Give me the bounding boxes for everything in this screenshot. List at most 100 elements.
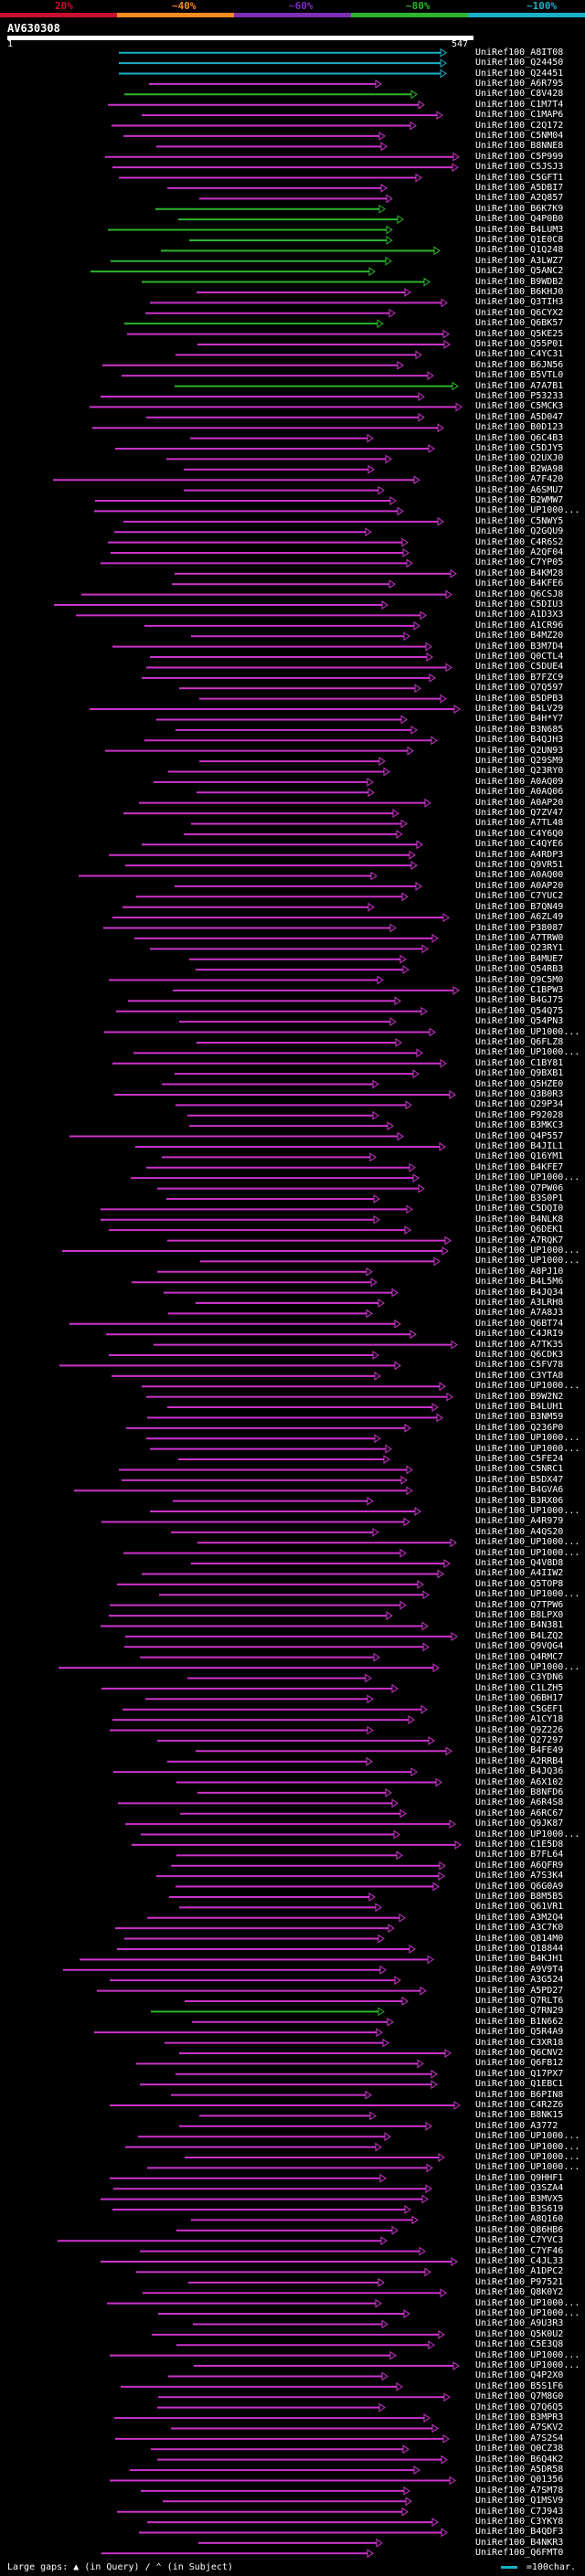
hit-row[interactable] (179, 1903, 382, 1913)
hit-label[interactable]: UniRef100_Q3TIH3 (475, 297, 564, 308)
hit-label[interactable]: UniRef100_UP1000... (475, 1256, 580, 1267)
hit-label[interactable]: UniRef100_Q9BXB1 (475, 1068, 564, 1079)
hit-row[interactable] (146, 1162, 416, 1172)
hit-label[interactable]: UniRef100_C3YTA8 (475, 1370, 564, 1381)
hit-row[interactable] (150, 652, 433, 662)
hit-label[interactable]: UniRef100_B3S619 (475, 2204, 564, 2215)
hit-row[interactable] (92, 423, 444, 433)
hit-row[interactable] (146, 663, 452, 673)
hit-label[interactable]: UniRef100_Q7TPW6 (475, 1599, 564, 1610)
hit-row[interactable] (94, 506, 404, 516)
hit-label[interactable]: UniRef100_Q24450 (475, 58, 564, 69)
hit-label[interactable]: UniRef100_UP1000... (475, 1662, 580, 1673)
hit-row[interactable] (79, 871, 378, 881)
hit-label[interactable]: UniRef100_Q5TOP8 (475, 1578, 564, 1589)
hit-row[interactable] (144, 620, 420, 631)
hit-label[interactable]: UniRef100_UP1000... (475, 1506, 580, 1517)
hit-label[interactable]: UniRef100_Q7Q597 (475, 683, 564, 694)
hit-label[interactable]: UniRef100_B6PIN8 (475, 2089, 564, 2100)
hit-row[interactable] (157, 1183, 425, 1193)
hit-row[interactable] (179, 684, 421, 694)
hit-label[interactable]: UniRef100_Q29SM9 (475, 756, 564, 767)
hit-row[interactable] (125, 1631, 458, 1641)
hit-row[interactable] (110, 1976, 401, 1986)
hit-label[interactable]: UniRef100_A7S2S4 (475, 2433, 564, 2443)
hit-label[interactable]: UniRef100_Q1EBC1 (475, 2079, 564, 2090)
hit-row[interactable] (194, 2361, 460, 2370)
hit-label[interactable]: UniRef100_Q4P2X0 (475, 2370, 564, 2381)
hit-row[interactable] (196, 1299, 385, 1308)
hit-row[interactable] (176, 1882, 440, 1892)
hit-label[interactable]: UniRef100_B7FZC9 (475, 672, 564, 683)
hit-row[interactable] (59, 1361, 401, 1371)
hit-row[interactable] (112, 2205, 411, 2214)
hit-label[interactable]: UniRef100_Q23RY1 (475, 943, 564, 954)
hit-label[interactable]: UniRef100_UP1000... (475, 1026, 580, 1037)
hit-label[interactable]: UniRef100_B4QJH3 (475, 735, 564, 746)
hit-row[interactable] (116, 1006, 428, 1016)
hit-label[interactable]: UniRef100_A6QFR9 (475, 1860, 564, 1871)
hit-row[interactable] (197, 288, 411, 297)
hit-label[interactable]: UniRef100_B2WMW7 (475, 495, 564, 505)
hit-label[interactable]: UniRef100_B3MPR3 (475, 2412, 564, 2423)
hit-label[interactable]: UniRef100_UP1000... (475, 2360, 580, 2371)
hit-row[interactable] (76, 610, 427, 620)
hit-row[interactable] (193, 2319, 388, 2329)
hit-row[interactable] (185, 1997, 409, 2006)
hit-label[interactable]: UniRef100_Q18844 (475, 1943, 564, 1954)
hit-row[interactable] (135, 1142, 446, 1151)
hit-row[interactable] (74, 1486, 413, 1496)
hit-label[interactable]: UniRef100_A7RQK7 (475, 1235, 564, 1246)
hit-row[interactable] (136, 892, 409, 902)
hit-row[interactable] (176, 1850, 403, 1860)
hit-label[interactable]: UniRef100_Q6BT74 (475, 1318, 564, 1329)
hit-label[interactable]: UniRef100_A7S3K4 (475, 1871, 564, 1882)
hit-row[interactable] (197, 1787, 392, 1797)
hit-row[interactable] (139, 798, 431, 808)
hit-row[interactable] (109, 1225, 411, 1235)
hit-row[interactable] (199, 694, 447, 704)
hit-row[interactable] (156, 1871, 445, 1882)
hit-label[interactable]: UniRef100_B4FE49 (475, 1745, 564, 1756)
hit-label[interactable]: UniRef100_A0AQ09 (475, 776, 564, 787)
hit-row[interactable] (146, 1434, 381, 1444)
hit-row[interactable] (178, 1455, 390, 1464)
hit-label[interactable]: UniRef100_C5P999 (475, 151, 564, 162)
hit-label[interactable]: UniRef100_UP1000... (475, 1537, 580, 1548)
hit-row[interactable] (112, 913, 450, 923)
hit-label[interactable]: UniRef100_C1M7T4 (475, 99, 564, 110)
hit-label[interactable]: UniRef100_Q23RY0 (475, 766, 564, 777)
hit-label[interactable]: UniRef100_A1DPC2 (475, 2266, 564, 2277)
hit-label[interactable]: UniRef100_A7F420 (475, 474, 564, 485)
hit-row[interactable] (140, 1652, 380, 1662)
hit-label[interactable]: UniRef100_C7YUC2 (475, 891, 564, 902)
hit-row[interactable] (69, 1319, 401, 1329)
hit-row[interactable] (115, 1924, 395, 1934)
hit-label[interactable]: UniRef100_Q9C5M0 (475, 974, 564, 985)
hit-row[interactable] (123, 1548, 407, 1558)
hit-label[interactable]: UniRef100_Q6CDK3 (475, 1350, 564, 1360)
hit-row[interactable] (108, 225, 393, 235)
hit-label[interactable]: UniRef100_Q814M0 (475, 1933, 564, 1944)
hit-row[interactable] (110, 1600, 407, 1610)
hit-label[interactable]: UniRef100_B8NFD6 (475, 1786, 564, 1797)
hit-label[interactable]: UniRef100_Q7Q6Q5 (475, 2401, 564, 2412)
hit-label[interactable]: UniRef100_Q8K0Y2 (475, 2287, 564, 2298)
hit-label[interactable]: UniRef100_A8Q160 (475, 2214, 564, 2225)
hit-label[interactable]: UniRef100_A3M2Q4 (475, 1912, 564, 1923)
hit-row[interactable] (162, 1079, 379, 1089)
hit-row[interactable] (154, 1340, 458, 1350)
hit-label[interactable]: UniRef100_C5DIU3 (475, 599, 564, 610)
hit-label[interactable]: UniRef100_A6R795 (475, 78, 564, 89)
hit-label[interactable]: UniRef100_B2WA98 (475, 463, 564, 474)
hit-row[interactable] (107, 2298, 382, 2308)
hit-label[interactable]: UniRef100_Q6CNV2 (475, 2047, 564, 2058)
hit-label[interactable]: UniRef100_B4KJH1 (475, 1954, 564, 1965)
hit-row[interactable] (109, 1351, 379, 1360)
hit-label[interactable]: UniRef100_Q29P34 (475, 1099, 564, 1110)
hit-row[interactable] (189, 236, 393, 245)
hit-label[interactable]: UniRef100_Q5R4A9 (475, 2027, 564, 2038)
hit-row[interactable] (191, 631, 410, 641)
hit-label[interactable]: UniRef100_B5VTL0 (475, 370, 564, 381)
hit-label[interactable]: UniRef100_P53233 (475, 390, 564, 401)
